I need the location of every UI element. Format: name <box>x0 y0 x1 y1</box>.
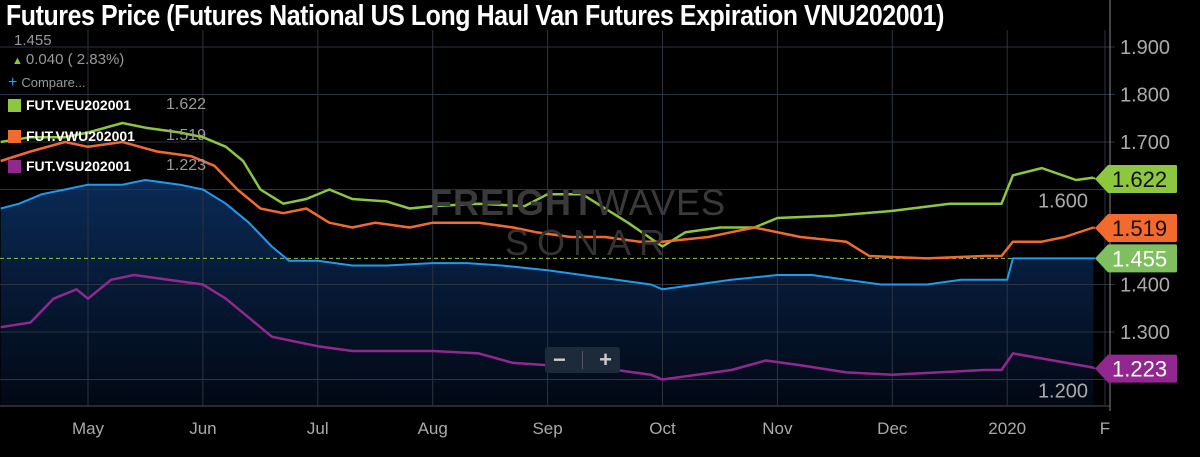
legend-item-vwu[interactable]: FUT.VWU202001 1.519 <box>8 127 206 145</box>
x-tick-label: Dec <box>877 419 908 438</box>
change-value: ▲ 0.040 ( 2.83%) <box>12 51 125 68</box>
y-tick-label: 1.400 <box>1120 275 1170 297</box>
last-connector <box>1092 366 1096 370</box>
divider <box>582 351 583 369</box>
watermark-freightwaves: FREIGHTWAVES <box>430 182 727 223</box>
y-tick-label: 1.600 <box>1038 191 1088 213</box>
price-tag-label: 1.455 <box>1112 246 1167 271</box>
x-tick-label: Sep <box>532 419 562 438</box>
x-tick-label: Jul <box>307 419 329 438</box>
x-tick-label: 2020 <box>988 419 1026 438</box>
price-tag <box>1095 354 1177 383</box>
x-tick-label: May <box>72 419 105 438</box>
area-fill <box>0 180 1094 405</box>
price-tag-label: 1.519 <box>1112 216 1167 241</box>
price-tag <box>1095 213 1177 242</box>
plus-icon: + <box>8 74 18 91</box>
y-tick-label: 1.900 <box>1120 37 1170 59</box>
zoom-control: − + <box>545 347 620 373</box>
x-tick-label: Jun <box>189 419 216 438</box>
series-line-fut-vwu202001 <box>0 140 1094 260</box>
y-tick-label: 1.300 <box>1120 322 1170 344</box>
price-tag <box>1095 244 1177 273</box>
y-tick-label: 1.800 <box>1120 85 1170 107</box>
last-value: 1.455 <box>14 32 52 49</box>
zoom-out-button[interactable]: − <box>553 347 566 372</box>
x-tick-label: Nov <box>762 419 793 438</box>
compare-button[interactable]: + Compare... <box>8 74 86 91</box>
legend-item-vsu[interactable]: FUT.VSU202001 1.223 <box>8 157 206 175</box>
legend-swatch <box>8 98 21 112</box>
price-tag <box>1095 165 1177 194</box>
last-connector <box>1092 176 1096 180</box>
price-tag-label: 1.223 <box>1112 357 1167 382</box>
legend-swatch <box>8 129 21 143</box>
x-tick-label: Oct <box>649 419 676 438</box>
series-line-fut-veu202001 <box>0 121 1094 248</box>
y-tick-label: 1.200 <box>1038 381 1088 403</box>
x-tick-label: Aug <box>418 419 448 438</box>
arrow-up-icon: ▲ <box>12 55 23 67</box>
x-tick-label: F <box>1100 419 1110 438</box>
chart-title: Futures Price (Futures National US Long … <box>6 0 944 32</box>
series-line-vnu202001 <box>0 179 1094 291</box>
series-line-fut-vsu202001 <box>0 273 1094 381</box>
watermark-sonar: SONAR <box>505 222 674 263</box>
zoom-in-button[interactable]: + <box>599 347 612 372</box>
price-tag-label: 1.622 <box>1112 167 1167 192</box>
legend-swatch <box>8 159 21 173</box>
y-tick-label: 1.700 <box>1120 132 1170 154</box>
legend-item-veu[interactable]: FUT.VEU202001 1.622 <box>8 96 206 114</box>
